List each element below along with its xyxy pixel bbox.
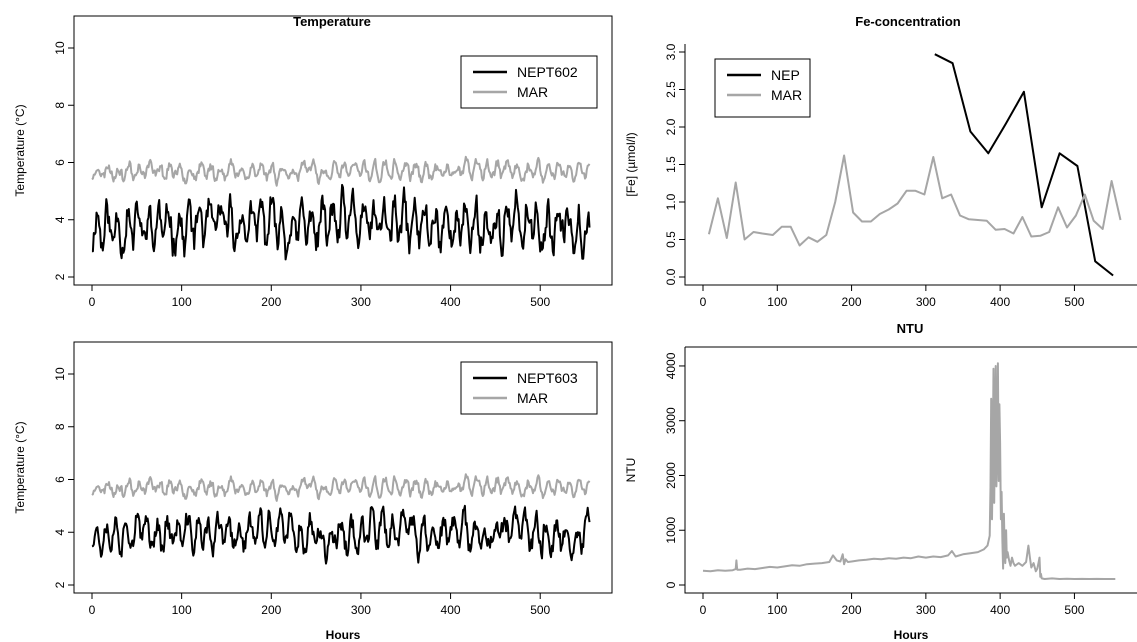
x-tick-label: 200 <box>261 603 281 617</box>
legend-box <box>460 55 598 109</box>
x-tick-label: 0 <box>700 295 707 309</box>
series-line-nept602 <box>91 183 591 261</box>
y-tick-label: 0 <box>664 581 678 588</box>
chart-panel-fe: 0 100 200 300 400 500 0.0 0.5 1.0 1.5 2.0 2.5 3.0 [Fe… <box>624 14 1137 309</box>
x-tick-label: 300 <box>351 295 371 309</box>
plot-frame <box>684 347 1137 594</box>
chart-title: Temperature <box>293 14 371 29</box>
legend: NEPT602 MAR <box>460 55 598 109</box>
x-tick-label: 400 <box>990 603 1010 617</box>
x-tick-label: 400 <box>990 295 1010 309</box>
x-tick-label: 200 <box>842 603 862 617</box>
legend-label: NEP <box>771 67 800 83</box>
x-tick-label: 500 <box>1064 295 1084 309</box>
x-tick-label: 300 <box>916 603 936 617</box>
y-tick-label: 0.5 <box>664 231 678 248</box>
x-tick-label: 100 <box>172 295 192 309</box>
y-tick-label: 2 <box>53 581 67 588</box>
y-tick-label: 3.0 <box>664 43 678 60</box>
x-tick-label: 0 <box>700 603 707 617</box>
series-line-mar <box>91 155 591 187</box>
chart-panel-temp2: 0 100 200 300 400 500 2 4 6 8 10 Temperature (°C) Ho… <box>13 341 613 642</box>
y-tick-label: 1000 <box>664 517 678 544</box>
y-tick-label: 2000 <box>664 462 678 489</box>
y-tick-label: 0.0 <box>664 268 678 285</box>
chart-title: Fe-concentration <box>855 14 961 29</box>
legend-label: NEPT603 <box>517 370 578 386</box>
x-tick-label: 0 <box>89 603 96 617</box>
x-axis-title: Hours <box>894 628 929 642</box>
legend-label: MAR <box>517 390 548 406</box>
series-line-mar <box>707 154 1122 247</box>
y-tick-label: 2.5 <box>664 81 678 98</box>
chart-panel-temp1: 0 100 200 300 400 500 2 4 6 8 10 Temperature (°C) Te… <box>13 14 613 309</box>
chart-title: NTU <box>897 321 924 336</box>
x-tick-label: 500 <box>530 603 550 617</box>
y-axis-title: Temperature (°C) <box>13 421 27 513</box>
y-axis-title: NTU <box>624 458 638 483</box>
y-tick-label: 6 <box>53 159 67 166</box>
y-tick-label: 1.0 <box>664 193 678 210</box>
x-tick-label: 400 <box>441 603 461 617</box>
y-axis-title: Temperature (°C) <box>13 104 27 196</box>
y-axis-title: [Fe] (µmol/l) <box>624 132 638 196</box>
legend: NEPT603 MAR <box>460 361 598 415</box>
legend-box <box>460 361 598 415</box>
y-tick-label: 4 <box>53 216 67 223</box>
y-tick-label: 2.0 <box>664 118 678 135</box>
x-tick-label: 100 <box>172 603 192 617</box>
y-tick-label: 4 <box>53 529 67 536</box>
x-tick-label: 200 <box>261 295 281 309</box>
y-tick-label: 1.5 <box>664 156 678 173</box>
y-tick-label: 8 <box>53 102 67 109</box>
x-axis-title: Hours <box>326 628 361 642</box>
x-tick-label: 500 <box>1064 603 1084 617</box>
chart-panel-ntu: 0 100 200 300 400 500 0 1000 2000 3000 4000 NTU Hour… <box>624 321 1137 642</box>
plot-frame <box>73 341 613 594</box>
series-line-nep <box>934 53 1114 277</box>
legend-label: MAR <box>517 84 548 100</box>
x-tick-label: 500 <box>530 295 550 309</box>
plot-frame <box>684 44 1137 286</box>
y-tick-label: 10 <box>53 41 67 55</box>
plot-frame <box>73 15 613 286</box>
y-tick-label: 8 <box>53 423 67 430</box>
series-line-ntu <box>702 362 1116 580</box>
y-tick-label: 2 <box>53 273 67 280</box>
legend-box <box>714 58 811 118</box>
y-tick-label: 6 <box>53 476 67 483</box>
legend: NEP MAR <box>714 58 811 118</box>
y-tick-label: 4000 <box>664 352 678 379</box>
y-tick-label: 3000 <box>664 407 678 434</box>
legend-label: MAR <box>771 87 802 103</box>
x-tick-label: 100 <box>767 603 787 617</box>
y-tick-label: 10 <box>53 367 67 381</box>
x-tick-label: 100 <box>767 295 787 309</box>
x-tick-label: 300 <box>351 603 371 617</box>
series-line-mar <box>91 473 591 502</box>
x-tick-label: 300 <box>916 295 936 309</box>
x-tick-label: 0 <box>89 295 96 309</box>
legend-label: NEPT602 <box>517 64 578 80</box>
series-line-nept603 <box>91 504 591 565</box>
x-tick-label: 200 <box>842 295 862 309</box>
x-tick-label: 400 <box>441 295 461 309</box>
